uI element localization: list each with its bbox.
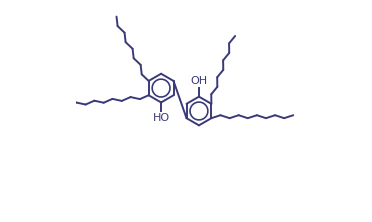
Text: OH: OH bbox=[190, 76, 208, 86]
Text: HO: HO bbox=[153, 113, 170, 123]
